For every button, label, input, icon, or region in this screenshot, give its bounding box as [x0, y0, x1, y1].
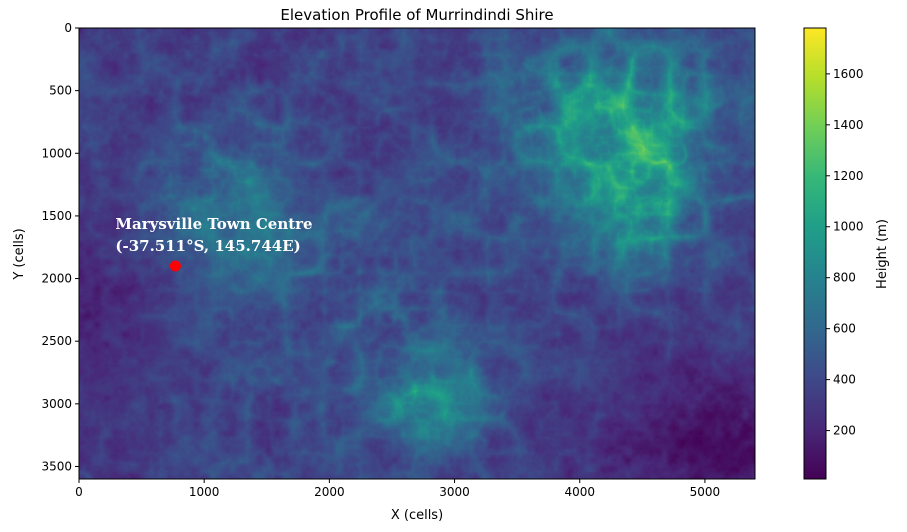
colorbar-tick-label: 600 [833, 322, 856, 336]
x-tick-label: 0 [75, 485, 83, 499]
colorbar-tick-label: 1200 [833, 169, 864, 183]
x-tick-label: 1000 [189, 485, 220, 499]
y-tick-label: 1500 [41, 209, 72, 223]
plot-frame [78, 27, 756, 480]
colorbar-tick-label: 200 [833, 424, 856, 438]
heatmap-image [79, 28, 755, 479]
colorbar-tick-label: 1400 [833, 118, 864, 132]
colorbar-ticks: 200 400 600 800 1000 1200 1400 1600 [826, 67, 864, 438]
x-tick-label: 3000 [439, 485, 470, 499]
x-tick-label: 2000 [314, 485, 345, 499]
y-tick-label: 0 [64, 21, 72, 35]
annotation-label-line1: Marysville Town Centre [115, 215, 312, 233]
colorbar-tick-label: 1600 [833, 67, 864, 81]
colorbar [803, 27, 827, 480]
y-axis-label: Y (cells) [12, 228, 27, 280]
heatmap-area [79, 28, 755, 479]
y-tick-label: 2000 [41, 272, 72, 286]
colorbar-tick-label: 800 [833, 271, 856, 285]
colorbar-tick-label: 1000 [833, 220, 864, 234]
y-tick-label: 1000 [41, 146, 72, 160]
y-tick-label: 3500 [41, 459, 72, 473]
heatmap-canvas-holder [79, 28, 755, 479]
marysville-annotation: Marysville Town Centre (-37.511°S, 145.7… [115, 215, 313, 272]
y-axis-ticks: 0 500 1000 1500 2000 2500 3000 3500 [41, 21, 79, 473]
x-axis-ticks: 0 1000 2000 3000 4000 5000 [75, 479, 720, 499]
x-tick-label: 5000 [690, 485, 721, 499]
y-tick-label: 3000 [41, 397, 72, 411]
colorbar-tick-label: 400 [833, 373, 856, 387]
x-tick-label: 4000 [564, 485, 595, 499]
y-tick-label: 2500 [41, 334, 72, 348]
x-axis-label: X (cells) [391, 508, 443, 523]
colorbar-label: Height (m) [875, 219, 890, 289]
chart-title: Elevation Profile of Murrindindi Shire [280, 6, 553, 24]
annotation-label-line2: (-37.511°S, 145.744E) [115, 237, 300, 255]
town-marker [169, 260, 181, 272]
y-tick-label: 500 [49, 84, 72, 98]
